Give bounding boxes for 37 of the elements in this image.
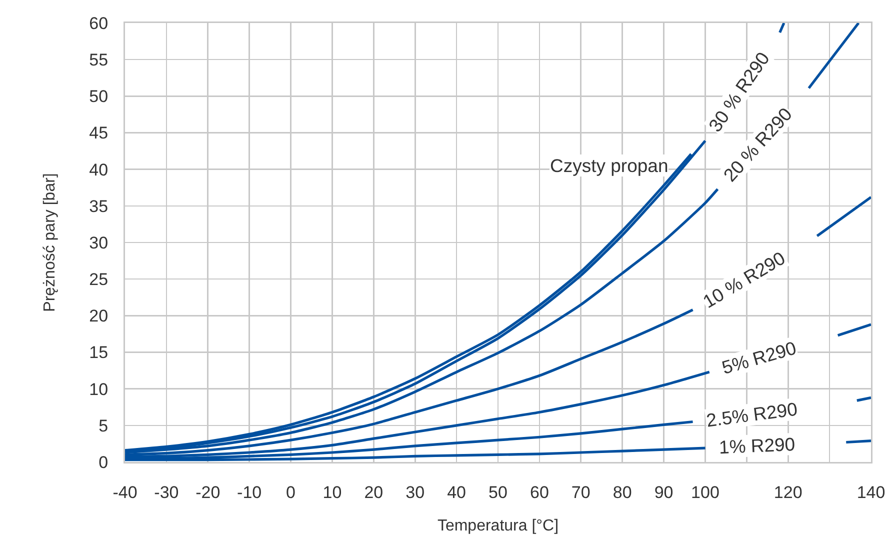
y-tick-label: 10 <box>89 380 108 399</box>
text: 2.5% R290 <box>705 398 799 431</box>
x-tick-label: 80 <box>612 482 632 502</box>
x-tick-label: -40 <box>112 482 138 502</box>
x-tick-label: -30 <box>154 482 179 502</box>
x-tick-label: -10 <box>237 482 262 502</box>
y-tick-label: 20 <box>89 306 108 326</box>
x-tick-label: 100 <box>691 482 720 502</box>
y-tick-label: 40 <box>89 160 108 180</box>
x-tick-label: 60 <box>530 482 549 502</box>
x-axis-title: Temperatura [°C] <box>437 517 559 534</box>
x-tick-label: 20 <box>364 482 384 502</box>
y-tick-label: 15 <box>89 343 108 362</box>
x-tick-label: 140 <box>856 482 886 502</box>
series-label: 1% R290 <box>718 433 796 458</box>
x-tick-label: 30 <box>406 482 425 502</box>
x-tick-label: 90 <box>654 482 674 502</box>
y-axis-title: Prężność pary [bar] <box>41 173 58 312</box>
y-tick-label: 55 <box>89 50 108 70</box>
x-tick-label: 40 <box>447 482 466 502</box>
y-tick-label: 45 <box>89 124 108 143</box>
x-tick-label: 0 <box>286 482 296 502</box>
y-tick-label: 35 <box>89 196 108 216</box>
y-tick-label: 0 <box>98 452 108 472</box>
series-label: Czysty propan <box>550 155 668 176</box>
x-tick-label: 120 <box>774 482 802 502</box>
x-tick-label: 50 <box>488 482 508 502</box>
y-tick-label: 5 <box>98 416 108 436</box>
y-tick-label: 25 <box>89 270 108 290</box>
x-tick-label: -20 <box>196 482 220 502</box>
x-tick-label: 10 <box>322 482 342 502</box>
y-tick-label: 30 <box>89 233 108 252</box>
y-tick-label: 60 <box>89 14 108 33</box>
text: 5% R290 <box>720 337 798 378</box>
y-tick-label: 50 <box>89 87 108 106</box>
x-tick-label: 70 <box>571 482 590 502</box>
text: 10 % R290 <box>699 247 789 312</box>
